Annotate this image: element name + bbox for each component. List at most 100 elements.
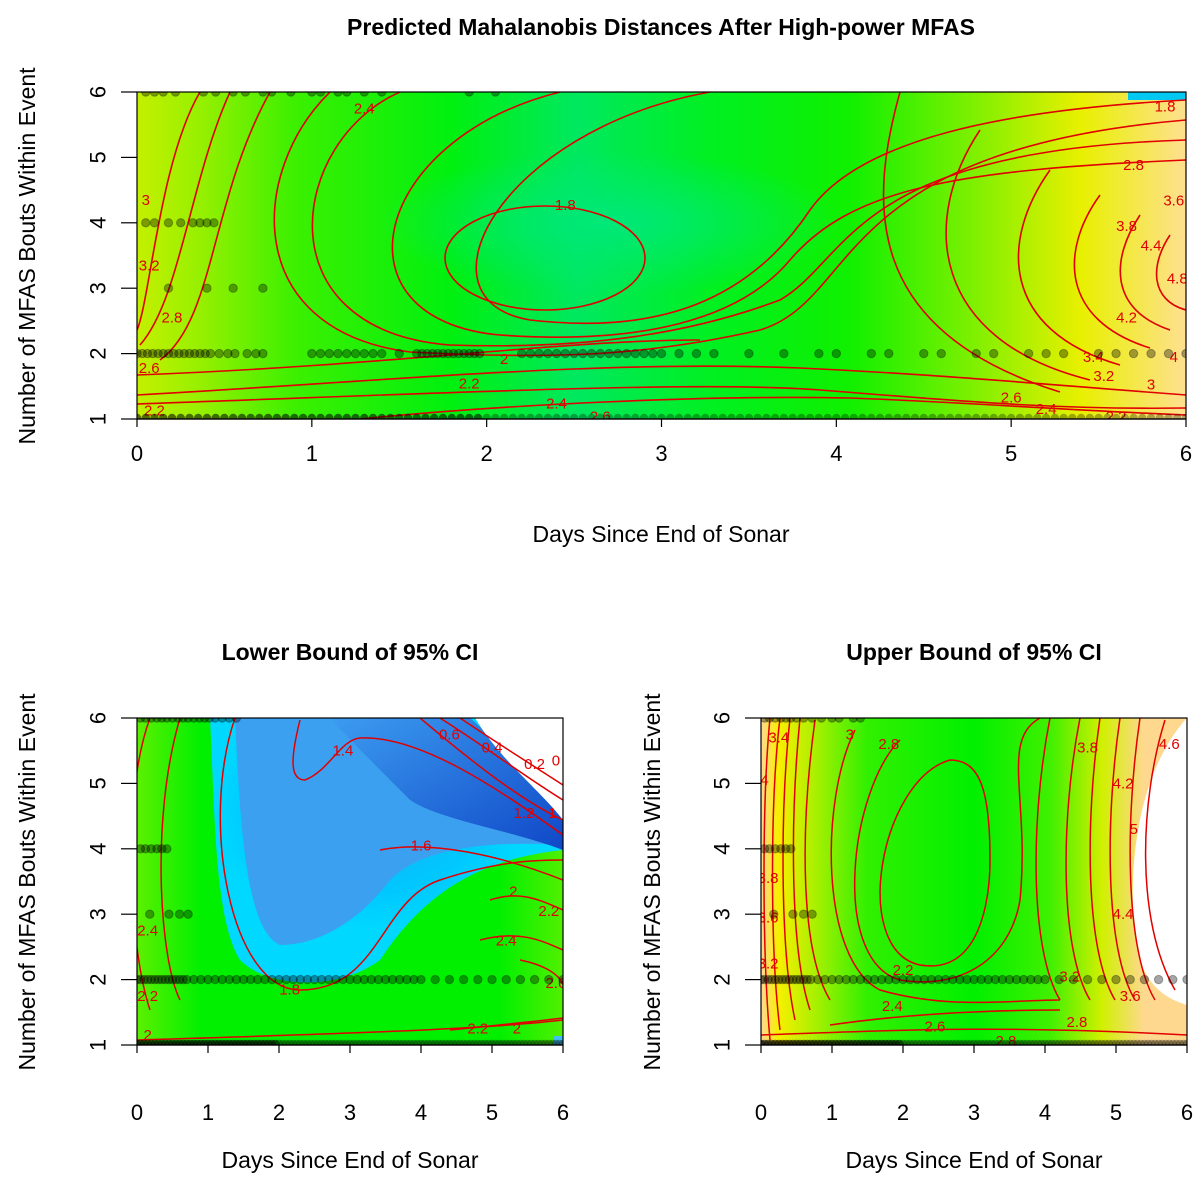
observation-point [990, 974, 1000, 985]
observation-point [814, 348, 824, 359]
observation-point [1054, 974, 1064, 985]
y-tick-label: 4 [710, 843, 735, 855]
observation-point [895, 1039, 904, 1045]
observation-point [210, 718, 220, 723]
observation-point [928, 413, 937, 419]
observation-point [959, 1039, 968, 1045]
observation-point [242, 348, 252, 359]
observation-point [1076, 413, 1086, 419]
observation-point [1138, 413, 1147, 419]
y-tick-label: 6 [86, 86, 111, 98]
observation-point [178, 718, 188, 723]
observation-point [814, 413, 824, 419]
observation-point [356, 1039, 365, 1045]
observation-point [412, 348, 422, 359]
main-x-label: Days Since End of Sonar [533, 521, 790, 547]
lower-x-label: Days Since End of Sonar [222, 1147, 479, 1173]
observation-point [196, 974, 206, 985]
observation-point [973, 1039, 982, 1045]
x-tick-label: 4 [830, 441, 842, 466]
observation-point [1085, 413, 1095, 419]
observation-point [512, 1039, 522, 1045]
observation-point [761, 974, 770, 985]
contour-label: 4.2 [1113, 775, 1134, 792]
lower-heatmap: 0 0.2 0.4 0.6 1 1.2 1.4 1.6 1.8 2 2 2 2.2 2.2 2.2 2.4 2.… [137, 718, 563, 1045]
observation-point [791, 718, 802, 723]
observation-point [541, 1039, 550, 1045]
observation-point [394, 348, 404, 359]
observation-point [303, 1039, 312, 1045]
observation-point [1004, 974, 1015, 985]
x-tick-label: 5 [1005, 441, 1017, 466]
observation-point [388, 1039, 397, 1045]
observation-point [338, 1039, 348, 1045]
observation-point [955, 1039, 964, 1045]
observation-point [473, 413, 483, 419]
observation-point [395, 974, 405, 985]
observation-point [774, 974, 784, 985]
observation-point [360, 1039, 369, 1045]
observation-point [441, 1039, 451, 1045]
observation-point [1129, 413, 1138, 419]
observation-point [258, 348, 268, 359]
observation-point [150, 974, 160, 985]
observation-point [271, 1039, 280, 1045]
observation-point [224, 974, 235, 985]
contour-label: 2 [509, 883, 517, 900]
upper-x-label: Days Since End of Sonar [846, 1147, 1103, 1173]
observation-point [770, 718, 780, 723]
observation-point [477, 1039, 486, 1045]
observation-point [349, 1039, 358, 1045]
observation-point [529, 974, 540, 985]
observation-point [1104, 1039, 1114, 1045]
observation-point [338, 974, 348, 985]
contour-label: 3.2 [1059, 968, 1080, 985]
observation-point [913, 1039, 922, 1045]
observation-point [199, 718, 210, 723]
observation-point [176, 218, 186, 228]
observation-point [505, 1039, 514, 1045]
observation-point [200, 348, 210, 359]
observation-point [1122, 1039, 1131, 1045]
observation-point [798, 974, 809, 985]
observation-point [877, 974, 887, 985]
observation-point [762, 413, 771, 419]
observation-point [1175, 1039, 1185, 1045]
observation-point [798, 718, 809, 723]
observation-point [1030, 1039, 1039, 1045]
observation-point [788, 909, 798, 919]
observation-point [604, 348, 614, 359]
observation-point [453, 348, 464, 359]
observation-point [709, 348, 719, 359]
observation-point [438, 348, 448, 359]
observation-point [674, 348, 684, 359]
observation-point [427, 348, 438, 359]
observation-point [179, 348, 189, 359]
observation-point [214, 348, 224, 359]
observation-point [1165, 1039, 1174, 1045]
observation-point [391, 1039, 401, 1045]
observation-point [403, 413, 413, 419]
observation-point [941, 1039, 950, 1045]
observation-point [281, 974, 291, 985]
observation-point [776, 844, 786, 854]
observation-point [285, 1039, 294, 1045]
observation-point [274, 974, 284, 985]
observation-point [141, 218, 151, 228]
observation-point [666, 413, 675, 419]
observation-point [1008, 1039, 1018, 1045]
y-tick-label: 1 [710, 1039, 735, 1051]
observation-point [469, 348, 480, 359]
observation-point [307, 413, 317, 419]
contour-label: 2.4 [137, 923, 158, 940]
observation-point [558, 1039, 563, 1045]
observation-point [167, 974, 178, 985]
observation-point [788, 413, 797, 419]
observation-point [534, 413, 544, 419]
observation-point [1118, 1039, 1128, 1045]
observation-point [998, 413, 1007, 419]
observation-point [267, 974, 277, 985]
observation-point [253, 974, 263, 985]
observation-point [188, 218, 198, 228]
observation-point [137, 974, 146, 985]
